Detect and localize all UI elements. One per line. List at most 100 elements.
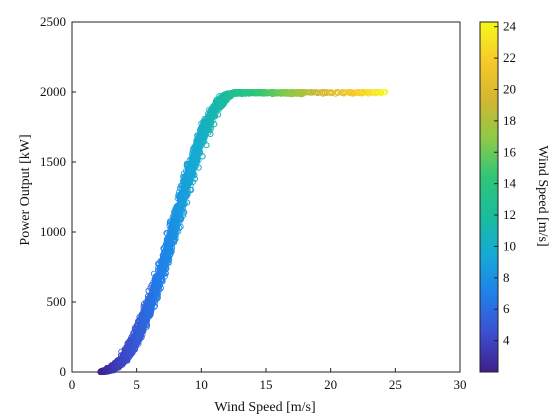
scatter-point: [154, 295, 161, 302]
x-axis-ticks: 0 5 10 15 20 25 30: [69, 368, 467, 392]
data-point: [334, 88, 341, 96]
scatter-point: [184, 191, 191, 198]
data-point: [98, 368, 105, 376]
scatter-point: [167, 251, 174, 258]
data-point: [121, 354, 129, 361]
colorbar-tick-label: 16: [503, 144, 517, 159]
scatter-point: [151, 302, 158, 309]
data-point: [149, 301, 156, 308]
scatter-point: [171, 239, 178, 246]
data-point: [218, 102, 226, 110]
data-point: [215, 111, 222, 118]
scatter-point: [178, 215, 185, 222]
data-point: [168, 248, 175, 255]
data-point: [234, 88, 241, 96]
colorbar-tick-label: 10: [503, 238, 516, 253]
scatter-point: [195, 157, 202, 164]
colorbar-ticks: 4 6 8 10 12 14 16 18 20 22 24: [494, 19, 517, 348]
data-point: [172, 235, 179, 243]
y-tick-label: 1000: [40, 224, 66, 239]
scatter-point: [157, 284, 164, 291]
scatter-point: [156, 286, 163, 293]
data-point: [118, 358, 125, 365]
data-point: [207, 130, 214, 138]
x-tick-label: 30: [454, 377, 467, 392]
scatter-point: [181, 209, 188, 216]
scatter-point: [189, 178, 196, 185]
colorbar-tick-label: 22: [503, 50, 516, 65]
colorbar-tick-label: 8: [503, 270, 510, 285]
data-point: [184, 199, 191, 206]
scatter-point: [208, 124, 215, 131]
scatter-point: [169, 244, 176, 251]
y-tick-label: 1500: [40, 154, 66, 169]
scatter-point: [180, 201, 187, 208]
data-point: [256, 88, 263, 96]
data-point: [137, 328, 144, 335]
scatter-point: [205, 129, 212, 136]
colorbar-tick-label: 4: [503, 333, 510, 348]
data-point: [145, 311, 152, 318]
data-point: [114, 361, 121, 369]
data-point: [282, 88, 289, 96]
data-point: [191, 175, 198, 182]
scatter-point: [180, 209, 187, 216]
data-point: [269, 88, 276, 96]
x-tick-label: 10: [195, 377, 208, 392]
x-axis-label: Wind Speed [m/s]: [214, 400, 315, 415]
data-point: [133, 335, 140, 342]
scatter-point: [140, 327, 147, 334]
colorbar-tick-label: 12: [503, 207, 516, 222]
colorbar-label: Wind Speed [m/s]: [535, 145, 550, 246]
data-point: [102, 368, 109, 375]
data-point: [230, 89, 237, 96]
data-point: [187, 186, 195, 194]
data-point: [243, 88, 250, 96]
data-point: [176, 224, 183, 231]
scatter-point: [183, 192, 190, 199]
data-point: [199, 153, 206, 160]
y-tick-label: 2000: [40, 84, 66, 99]
data-point: [153, 291, 160, 299]
y-axis-ticks: 0 500 1000 1500 2000 2500: [40, 14, 76, 379]
data-point: [141, 319, 148, 327]
colorbar-tick-label: 18: [503, 113, 516, 128]
data-point: [156, 282, 163, 289]
data-point: [222, 95, 229, 103]
plot-area: [71, 21, 461, 373]
data-point: [359, 88, 367, 96]
y-tick-label: 2500: [40, 14, 66, 29]
data-point: [211, 121, 218, 128]
data-point: [308, 88, 315, 96]
data-point: [381, 88, 389, 96]
data-point: [295, 89, 302, 96]
data-point: [180, 212, 187, 219]
colorbar-tick-label: 6: [503, 301, 510, 316]
plot-frame: [71, 21, 461, 373]
colorbar-tick-label: 20: [503, 81, 516, 96]
y-tick-label: 0: [60, 364, 67, 379]
data-point: [164, 259, 171, 266]
scatter-points: [97, 88, 389, 376]
data-point: [160, 270, 167, 278]
data-point: [372, 88, 379, 96]
scatter-point: [177, 223, 184, 230]
x-tick-label: 15: [260, 377, 273, 392]
x-tick-label: 20: [324, 377, 337, 392]
data-point: [125, 349, 132, 356]
scatter-point: [191, 172, 198, 179]
colorbar-tick-label: 14: [503, 176, 517, 191]
scatter-point: [179, 205, 186, 212]
x-tick-label: 25: [389, 377, 402, 392]
data-point: [195, 164, 202, 171]
colorbar-tick-label: 24: [503, 19, 517, 34]
data-point: [203, 142, 210, 149]
scatter-point: [175, 228, 182, 235]
data-point: [321, 88, 328, 96]
data-point: [347, 88, 354, 96]
colorbar: [479, 21, 499, 373]
x-tick-label: 0: [69, 377, 76, 392]
data-point: [129, 343, 136, 350]
colorbar-scale: [479, 21, 499, 373]
